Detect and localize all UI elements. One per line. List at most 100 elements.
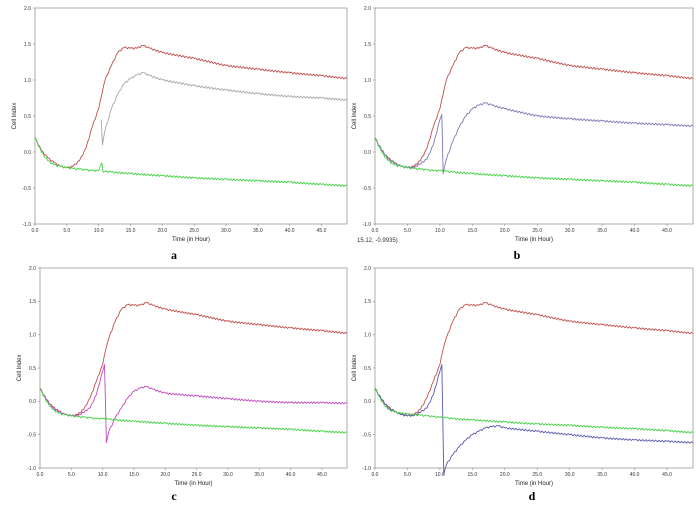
panel-letter-d: d	[528, 489, 536, 503]
panel-letter-b: b	[513, 248, 521, 262]
y-tick-label: 1.0	[29, 332, 36, 338]
x-tick-label: 15.0	[467, 472, 477, 478]
y-tick-label: 1.0	[364, 332, 371, 338]
series-line-2	[374, 102, 694, 175]
x-tick-label: 20.0	[160, 472, 170, 478]
y-tick-label: 0.5	[29, 366, 36, 372]
series-line-2	[39, 364, 348, 444]
x-tick-label: 15.0	[126, 228, 136, 234]
panel-letter-a: a	[171, 248, 177, 262]
x-tick-label: 0.0	[372, 228, 379, 234]
chart-panel-d: -1.0 -0.5 0.0 0.5 1.0 1.5 2.0 0.0 5.0 10.0 15.0 20.…	[348, 262, 696, 490]
y-tick-label: 1.5	[364, 299, 371, 305]
chart-panel-b: -1.0 -0.5 0.0 0.5 1.0 1.5 2.0 0.0 5.0 10.0 15.0 20.…	[348, 0, 696, 246]
y-tick-label: 1.5	[24, 42, 31, 48]
x-tick-label: 35.0	[597, 472, 607, 478]
series-line-3	[39, 387, 348, 434]
y-axis-label: Cell Index	[352, 103, 358, 130]
y-tick-label: -0.5	[362, 432, 371, 438]
series-line-1	[374, 44, 694, 169]
y-tick-label: 1.5	[29, 299, 36, 305]
x-tick-label: 30.0	[565, 228, 575, 234]
x-axis-label: Time (in Hour)	[515, 481, 553, 487]
plot-frame	[39, 267, 348, 469]
x-tick-label: 45.0	[317, 472, 327, 478]
panel-letter-c: c	[171, 489, 177, 503]
chart-svg-a: -1.0 -0.5 0.0 0.5 1.0 1.5 2.0 0.0 5.0 10.0 15.0 20.…	[12, 6, 348, 243]
x-tick-label: 40.0	[630, 472, 640, 478]
y-tick-label: 0.0	[24, 150, 31, 156]
x-tick-label: 10.0	[435, 228, 445, 234]
x-axis-label: Time (in Hour)	[515, 237, 553, 243]
x-tick-label: 5.0	[63, 228, 70, 234]
y-tick-label: 2.0	[364, 6, 371, 12]
x-tick-label: 10.0	[435, 472, 445, 478]
y-tick-label: 2.0	[364, 266, 371, 272]
plot-frame	[34, 7, 348, 225]
y-tick-label: 0.5	[364, 114, 371, 120]
x-tick-label: 5.0	[404, 472, 411, 478]
x-tick-label: 20.0	[157, 228, 167, 234]
x-tick-label: 40.0	[285, 228, 295, 234]
y-tick-label: -1.0	[22, 222, 31, 228]
x-axis-label: Time (in Hour)	[172, 237, 210, 243]
series-line-3	[374, 137, 694, 187]
chart-svg-c: -1.0 -0.5 0.0 0.5 1.0 1.5 2.0 0.0 5.0 10.0 15.0 20.…	[17, 266, 348, 487]
series-line-1	[34, 44, 348, 169]
y-axis-label: Cell Index	[17, 355, 23, 382]
x-tick-label: 30.0	[221, 228, 231, 234]
x-tick-label: 0.0	[372, 472, 379, 478]
x-tick-label: 25.0	[192, 472, 202, 478]
series-line-1	[374, 302, 694, 417]
x-tick-label: 40.0	[630, 228, 640, 234]
x-axis-label: Time (in Hour)	[174, 481, 212, 487]
chart-panel-c: -1.0 -0.5 0.0 0.5 1.0 1.5 2.0 0.0 5.0 10.0 15.0 20.…	[0, 262, 348, 490]
y-axis-label: Cell Index	[352, 355, 358, 382]
y-tick-label: -0.5	[27, 432, 36, 438]
chart-svg-b: -1.0 -0.5 0.0 0.5 1.0 1.5 2.0 0.0 5.0 10.0 15.0 20.…	[352, 6, 694, 243]
series-line-1	[39, 302, 348, 417]
x-tick-label: 0.0	[37, 472, 44, 478]
x-tick-label: 40.0	[286, 472, 296, 478]
x-tick-label: 15.0	[129, 472, 139, 478]
y-tick-label: 2.0	[29, 266, 36, 272]
x-tick-label: 45.0	[317, 228, 327, 234]
y-tick-label: -1.0	[362, 466, 371, 472]
x-tick-label: 0.0	[32, 228, 39, 234]
chart-svg-d: -1.0 -0.5 0.0 0.5 1.0 1.5 2.0 0.0 5.0 10.0 15.0 20.…	[352, 266, 694, 487]
y-tick-label: -0.5	[362, 186, 371, 192]
cursor-readout-b: 15.12, -0.9935)	[357, 238, 398, 244]
y-tick-label: 2.0	[24, 6, 31, 12]
chart-panel-a: -1.0 -0.5 0.0 0.5 1.0 1.5 2.0 0.0 5.0 10.0 15.0 20.…	[0, 0, 348, 246]
y-tick-label: 1.0	[24, 78, 31, 84]
x-tick-label: 30.0	[223, 472, 233, 478]
y-tick-label: -1.0	[27, 466, 36, 472]
x-tick-label: 45.0	[662, 472, 672, 478]
y-tick-label: 0.5	[24, 114, 31, 120]
x-tick-label: 45.0	[662, 228, 672, 234]
x-tick-label: 10.0	[98, 472, 108, 478]
y-tick-label: -1.0	[362, 222, 371, 228]
x-tick-label: 5.0	[404, 228, 411, 234]
x-tick-label: 20.0	[500, 228, 510, 234]
x-tick-label: 35.0	[254, 472, 264, 478]
x-tick-label: 30.0	[565, 472, 575, 478]
series-line-2	[374, 364, 694, 476]
y-tick-label: 0.0	[29, 399, 36, 405]
x-tick-label: 35.0	[253, 228, 263, 234]
x-tick-label: 20.0	[500, 472, 510, 478]
y-tick-label: -0.5	[22, 186, 31, 192]
series-line-3	[34, 137, 348, 187]
y-tick-label: 1.5	[364, 42, 371, 48]
x-tick-label: 15.0	[467, 228, 477, 234]
plot-frame	[374, 267, 694, 469]
series-line-2	[100, 72, 348, 146]
x-tick-label: 10.0	[94, 228, 104, 234]
y-tick-label: 0.0	[364, 150, 371, 156]
y-axis-label: Cell Index	[12, 103, 18, 130]
x-tick-label: 35.0	[597, 228, 607, 234]
x-tick-label: 25.0	[532, 472, 542, 478]
y-tick-label: 1.0	[364, 78, 371, 84]
x-tick-label: 25.0	[532, 228, 542, 234]
y-tick-label: 0.0	[364, 399, 371, 405]
